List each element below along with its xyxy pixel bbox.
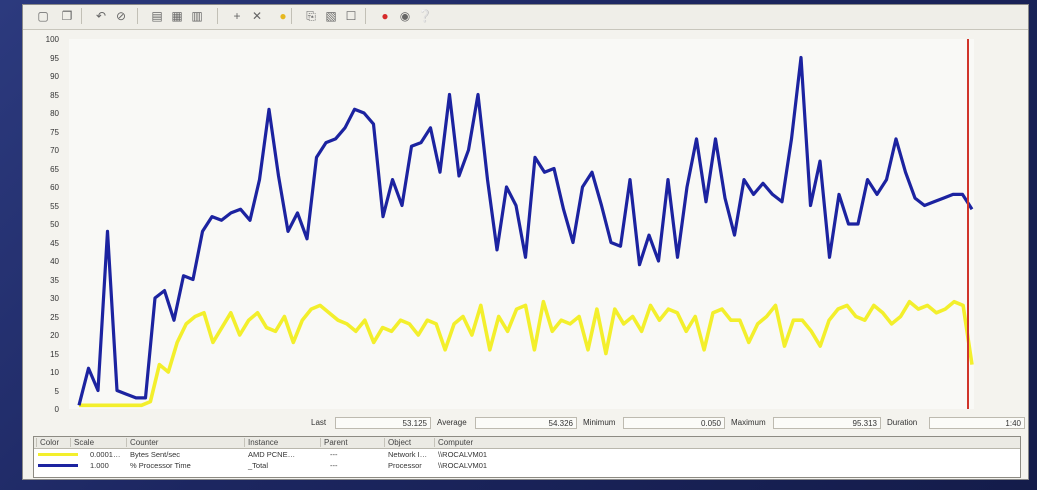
view-graph-icon[interactable]: ▤ bbox=[151, 9, 163, 23]
last-value: 53.125 bbox=[335, 417, 431, 429]
y-tick-label: 70 bbox=[50, 146, 59, 155]
instance-cell: _Total bbox=[248, 461, 269, 470]
maximum-value: 95.313 bbox=[773, 417, 881, 429]
y-tick-label: 25 bbox=[50, 312, 59, 322]
view-histogram-icon[interactable]: ▦ bbox=[171, 9, 183, 23]
legend-row-network[interactable]: 0.0001… Bytes Sent/sec AMD PCNE… --- Net… bbox=[34, 450, 1020, 459]
y-tick-label: 100 bbox=[45, 35, 59, 44]
y-tick-label: 15 bbox=[50, 349, 59, 359]
y-tick-label: 75 bbox=[50, 127, 59, 137]
delete-counter-icon[interactable]: ✕ bbox=[251, 9, 263, 23]
computer-cell: \\ROCALVM01 bbox=[438, 461, 488, 470]
counter-legend: Color Scale Counter Instance Parent Obje… bbox=[33, 436, 1021, 478]
counter-cell: % Processor Time bbox=[130, 461, 191, 470]
paste-counter-list-icon[interactable]: ▧ bbox=[325, 9, 337, 23]
duration-label: Duration bbox=[887, 418, 918, 427]
y-tick-label: 65 bbox=[50, 164, 59, 174]
scale-cell: 0.0001… bbox=[90, 450, 121, 459]
series-bytes-sent-line bbox=[79, 299, 974, 408]
col-counter[interactable]: Counter bbox=[126, 438, 240, 447]
instance-cell: AMD PCNE… bbox=[248, 450, 296, 459]
add-counter-icon[interactable]: + bbox=[233, 9, 241, 23]
y-tick-label: 40 bbox=[50, 257, 59, 266]
help-icon[interactable]: ❔ bbox=[417, 9, 433, 23]
copy-properties-icon[interactable]: ⎘ bbox=[306, 9, 316, 23]
last-label: Last bbox=[311, 418, 327, 427]
minimum-value: 0.050 bbox=[623, 417, 725, 429]
scale-cell: 1.000 bbox=[90, 461, 109, 470]
parent-cell: --- bbox=[330, 450, 338, 459]
color-swatch bbox=[38, 453, 78, 456]
y-tick-label: 55 bbox=[50, 201, 59, 211]
col-parent[interactable]: Parent bbox=[320, 438, 382, 447]
y-tick-label: 35 bbox=[50, 275, 59, 285]
legend-header: Color Scale Counter Instance Parent Obje… bbox=[34, 437, 1020, 449]
counter-cell: Bytes Sent/sec bbox=[130, 450, 181, 459]
series-processor-time-line bbox=[77, 55, 974, 406]
properties-icon[interactable]: ☐ bbox=[345, 9, 357, 23]
object-cell: Processor bbox=[388, 461, 422, 470]
maximum-label: Maximum bbox=[731, 418, 766, 427]
update-data-icon[interactable]: ◉ bbox=[399, 9, 411, 23]
clear-display-icon[interactable]: ❐ bbox=[61, 9, 73, 23]
y-tick-label: 95 bbox=[50, 53, 59, 63]
view-report-icon[interactable]: ▥ bbox=[191, 9, 203, 23]
minimum-label: Minimum bbox=[583, 418, 616, 427]
y-tick-label: 50 bbox=[50, 220, 59, 229]
view-current-activity-icon[interactable]: ↶ bbox=[95, 9, 107, 23]
y-tick-label: 45 bbox=[50, 238, 59, 248]
graph-plot[interactable] bbox=[69, 39, 974, 409]
view-log-data-icon[interactable]: ⊘ bbox=[115, 9, 127, 23]
toolbar-separator bbox=[365, 8, 366, 24]
computer-cell: \\ROCALVM01 bbox=[438, 450, 488, 459]
toolbar-separator bbox=[137, 8, 138, 24]
performance-monitor-window: ▢ ❐ ↶ ⊘ ▤ ▦ ▥ + ✕ ● ⎘ ▧ ☐ ● ◉ ❔ 100 95 90 85 80 75 70 65 60 55 50… bbox=[22, 4, 1029, 480]
y-tick-label: 85 bbox=[50, 90, 59, 100]
average-value: 54.326 bbox=[475, 417, 577, 429]
average-label: Average bbox=[437, 418, 467, 427]
y-tick-label: 30 bbox=[50, 294, 59, 303]
y-tick-label: 60 bbox=[50, 183, 59, 192]
col-object[interactable]: Object bbox=[384, 438, 432, 447]
col-computer[interactable]: Computer bbox=[434, 438, 538, 447]
y-tick-label: 5 bbox=[54, 386, 59, 396]
y-tick-label: 80 bbox=[50, 109, 59, 118]
y-tick-label: 20 bbox=[50, 331, 59, 340]
object-cell: Network I… bbox=[388, 450, 428, 459]
highlight-icon[interactable]: ● bbox=[279, 9, 287, 23]
col-color[interactable]: Color bbox=[36, 438, 68, 447]
y-tick-label: 10 bbox=[50, 368, 59, 377]
color-swatch bbox=[38, 464, 78, 467]
toolbar: ▢ ❐ ↶ ⊘ ▤ ▦ ▥ + ✕ ● ⎘ ▧ ☐ ● ◉ ❔ bbox=[23, 5, 1028, 30]
graph-area: 100 95 90 85 80 75 70 65 60 55 50 45 40 35 30 25 20 15 10 5… bbox=[23, 31, 1028, 415]
y-tick-label: 0 bbox=[54, 405, 59, 414]
toolbar-separator bbox=[217, 8, 218, 24]
chart-svg bbox=[77, 39, 974, 409]
col-scale[interactable]: Scale bbox=[70, 438, 124, 447]
duration-value: 1:40 bbox=[929, 417, 1025, 429]
parent-cell: --- bbox=[330, 461, 338, 470]
y-tick-label: 90 bbox=[50, 72, 59, 81]
freeze-display-icon[interactable]: ● bbox=[381, 9, 389, 23]
toolbar-separator bbox=[291, 8, 292, 24]
toolbar-separator bbox=[81, 8, 82, 24]
legend-row-processor[interactable]: 1.000 % Processor Time _Total --- Proces… bbox=[34, 461, 1020, 470]
stats-bar: Last 53.125 Average 54.326 Minimum 0.050… bbox=[23, 415, 1028, 433]
new-counter-set-icon[interactable]: ▢ bbox=[37, 9, 49, 23]
col-instance[interactable]: Instance bbox=[244, 438, 318, 447]
